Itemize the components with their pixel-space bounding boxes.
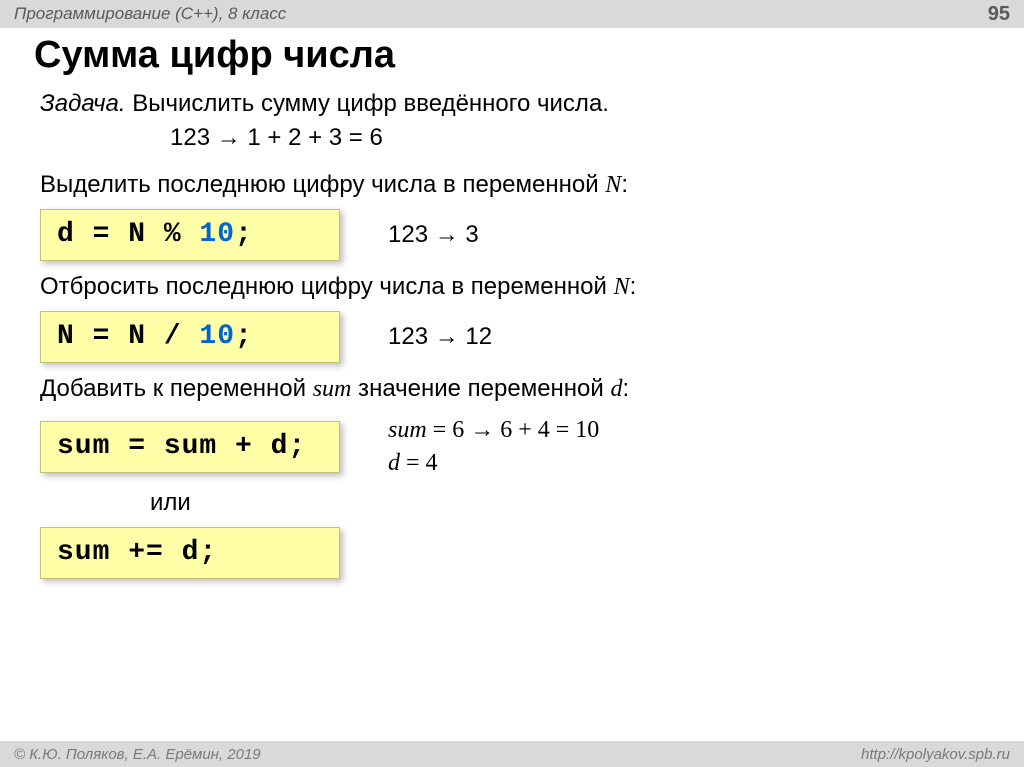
- task-label: Задача.: [40, 90, 126, 117]
- code1-tail: ;: [235, 219, 253, 250]
- side-line2: d = 4: [388, 447, 599, 481]
- section2-var: N: [614, 274, 630, 300]
- section1-post: :: [621, 171, 628, 198]
- section3-row1: sum = sum + d; sum = 6 → 6 + 4 = 10 d = …: [40, 414, 994, 481]
- section2-pre: Отбросить последнюю цифру числа в переме…: [40, 273, 614, 300]
- section2-side: 123 → 12: [388, 321, 492, 353]
- section3-post: :: [622, 375, 629, 402]
- code2-num: 10: [199, 321, 235, 352]
- header-bar: Программирование (C++), 8 класс 95: [0, 0, 1024, 28]
- code-box-2: N = N / 10;: [40, 311, 340, 363]
- section1-text: Выделить последнюю цифру числа в перемен…: [40, 169, 994, 201]
- side-line1-rest: = 6 → 6 + 4 = 10: [427, 417, 600, 443]
- code-box-4: sum += d;: [40, 527, 340, 579]
- section2-text: Отбросить последнюю цифру числа в переме…: [40, 271, 994, 303]
- section1-side: 123 → 3: [388, 219, 479, 251]
- section3-mid: значение переменной: [351, 375, 610, 402]
- or-label: или: [150, 487, 994, 519]
- content: Задача. Вычислить сумму цифр введённого …: [40, 88, 994, 585]
- code2-tail: ;: [235, 321, 253, 352]
- section1-pre: Выделить последнюю цифру числа в перемен…: [40, 171, 605, 198]
- task-text: Вычислить сумму цифр введённого числа.: [126, 90, 609, 117]
- page-title: Сумма цифр числа: [34, 34, 395, 77]
- section2-post: :: [630, 273, 637, 300]
- header-left: Программирование (C++), 8 класс: [14, 4, 286, 24]
- task-line: Задача. Вычислить сумму цифр введённого …: [40, 88, 994, 120]
- section1-var: N: [605, 172, 621, 198]
- task-example: 123 → 1 + 2 + 3 = 6: [170, 122, 994, 154]
- section3-var2: d: [610, 376, 622, 402]
- section3-var1: sum: [313, 376, 352, 402]
- code-box-1: d = N % 10;: [40, 209, 340, 261]
- section2-row: N = N / 10; 123 → 12: [40, 311, 994, 363]
- section3-pre: Добавить к переменной: [40, 375, 313, 402]
- section1-row: d = N % 10; 123 → 3: [40, 209, 994, 261]
- side-line1-var: sum: [388, 417, 427, 443]
- section3-text: Добавить к переменной sum значение перем…: [40, 373, 994, 405]
- footer-left: © К.Ю. Поляков, Е.А. Ерёмин, 2019: [14, 746, 261, 763]
- code-box-3: sum = sum + d;: [40, 421, 340, 473]
- side-line2-rest: = 4: [400, 450, 438, 476]
- footer-bar: © К.Ю. Поляков, Е.А. Ерёмин, 2019 http:/…: [0, 741, 1024, 767]
- section3-row2: sum += d;: [40, 527, 994, 579]
- page-number: 95: [988, 3, 1010, 26]
- side-line1: sum = 6 → 6 + 4 = 10: [388, 414, 599, 448]
- code1-plain: d = N %: [57, 219, 199, 250]
- footer-right: http://kpolyakov.spb.ru: [861, 746, 1010, 763]
- code2-plain: N = N /: [57, 321, 199, 352]
- slide: Программирование (C++), 8 класс 95 Сумма…: [0, 0, 1024, 767]
- code1-num: 10: [199, 219, 235, 250]
- side-line2-var: d: [388, 450, 400, 476]
- section3-side: sum = 6 → 6 + 4 = 10 d = 4: [388, 414, 599, 481]
